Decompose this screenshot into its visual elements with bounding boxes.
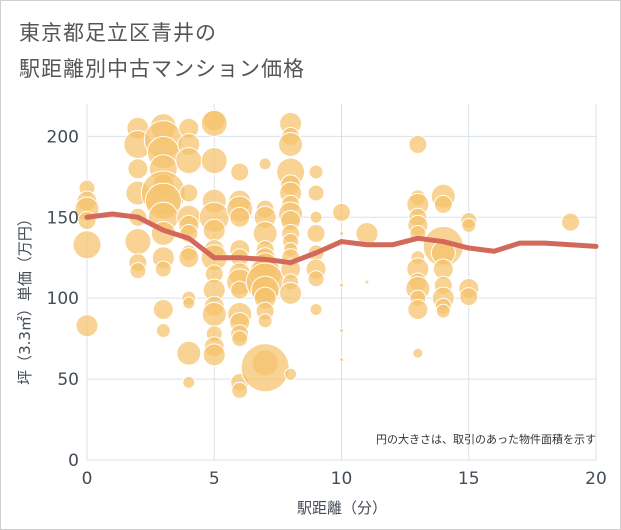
bubble-point [306,223,326,243]
bubble-point [154,260,172,278]
bubble-layer [72,108,581,399]
chart-title-line-2: 駅距離別中古マンション価格 [19,57,305,81]
bubble-point [355,221,379,245]
bubble-point [278,131,304,157]
x-tick-label: 20 [585,469,607,489]
bubble-point [408,134,428,154]
bubble-point [230,162,250,182]
bubble-point [127,158,149,180]
bubble-point [433,194,453,214]
bubble-point [240,343,290,393]
bubble-point [309,210,323,224]
bubble-point [339,282,344,288]
bubble-point [202,218,226,242]
bubble-point [339,328,344,334]
chart-title-line-1: 東京都足立区青井の [19,21,217,45]
bubble-point [72,230,102,260]
bubble-point [75,314,99,338]
average-price-line [84,211,599,266]
bubble-point [284,367,298,381]
bubble-point [201,301,227,327]
bubble-point [307,184,325,202]
bubble-point [229,206,251,228]
grid-lines [86,104,597,461]
bubble-point [459,287,479,307]
trend-line-layer [84,211,599,266]
bubble-point [202,343,226,367]
bubble-point [129,262,147,280]
bubble-point [231,330,249,348]
bubble-point [258,157,272,171]
bubble-point [279,281,303,305]
bubble-point [124,228,152,256]
y-tick-label: 200 [47,127,79,147]
bubble-point [435,303,451,319]
axes: 0 50 100 150 200 0 5 10 15 20 [47,127,607,489]
bubble-point [179,183,199,203]
chart-title: 東京都足立区青井の 駅距離別中古マンション価格 [19,15,439,87]
bubble-size-note: 円の大きさは、取引のあった物件面積を示す [376,432,596,446]
bubble-point [175,147,203,175]
x-axis-label: 駅距離（分） [297,499,387,517]
bubble-point [200,147,228,175]
bubble-point [308,164,324,180]
bubble-point [178,247,200,269]
bubble-point [364,279,370,285]
bubble-point [307,270,325,288]
y-tick-label: 100 [47,289,79,309]
x-tick-label: 15 [458,469,480,489]
y-axis-label: 坪（3.3㎡）単価（万円） [16,211,34,385]
bubble-point [200,109,228,137]
bubble-point [561,212,581,232]
x-tick-label: 10 [331,469,353,489]
bubble-point [332,202,351,222]
y-tick-label: 0 [68,451,79,471]
bubble-point [176,340,202,366]
bubble-point [182,296,196,310]
bubble-point [407,299,429,321]
y-tick-label: 50 [57,370,79,390]
bubble-point [155,323,171,339]
y-tick-label: 150 [47,208,79,228]
bubble-point [339,230,344,236]
bubble-point [412,347,424,359]
bubble-point [309,303,323,317]
bubble-point [339,357,344,363]
x-tick-label: 0 [82,469,93,489]
bubble-point [231,381,249,399]
bubble-point [152,299,174,321]
bubble-point [461,217,477,233]
bubble-point [257,313,273,329]
x-tick-label: 5 [209,469,220,489]
bubble-point [182,375,196,389]
